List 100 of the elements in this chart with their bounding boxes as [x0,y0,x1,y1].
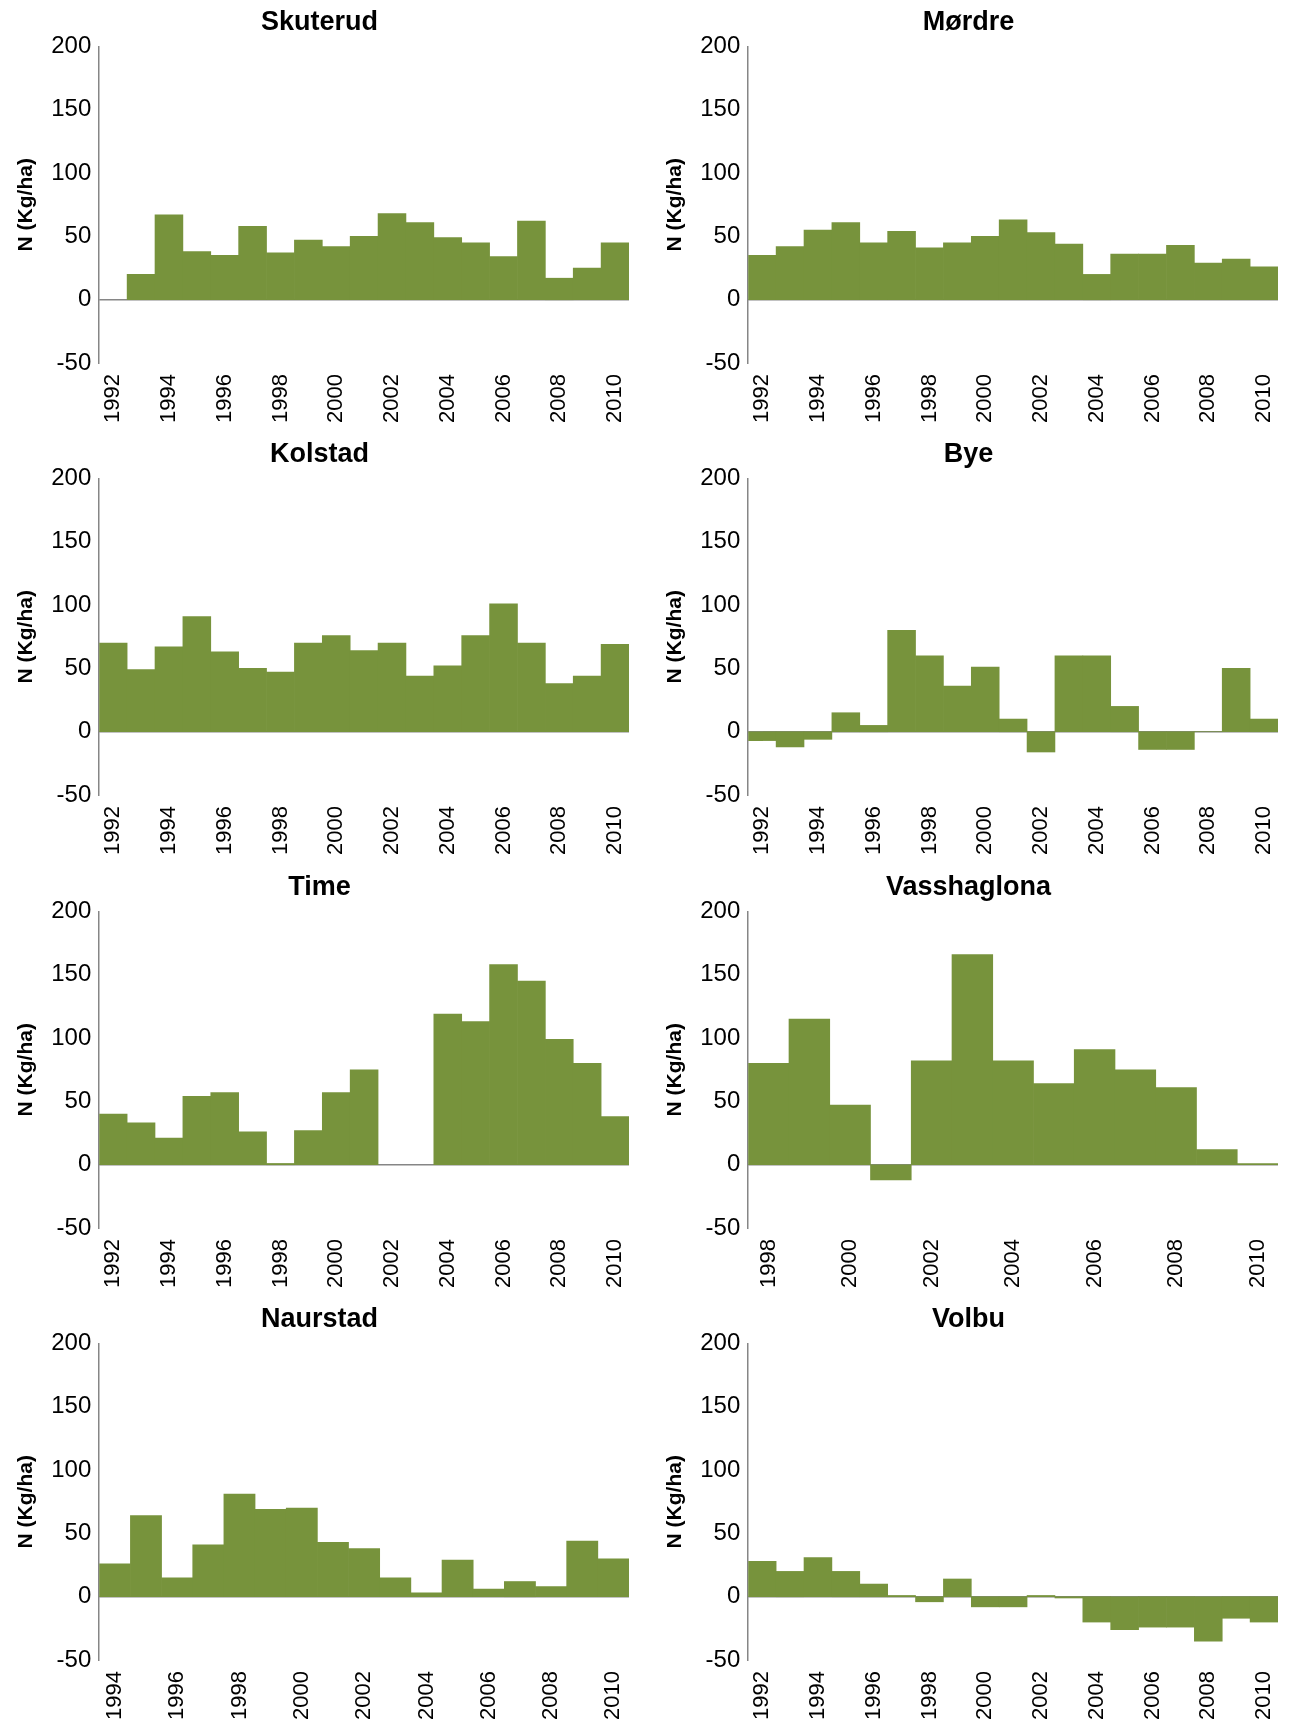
y-tick-label: 50 [713,653,741,681]
x-tick-label: 2008 [1194,806,1220,856]
x-tick-label: 1998 [915,1670,941,1720]
x-tick-label: 2004 [433,1238,459,1288]
x-tick-label: 1996 [210,374,236,424]
x-tick-label: 2010 [1243,1238,1269,1288]
x-tick-label: 2006 [489,806,515,856]
y-tick-label: 200 [51,31,92,59]
y-tick-label: 0 [726,716,741,744]
x-tick-label: 2002 [378,1238,404,1288]
x-tick-label: 2004 [433,806,459,856]
y-tick-label: 0 [726,284,741,312]
x-tick-label: 1992 [748,806,774,856]
x-tick-label: 1998 [266,806,292,856]
y-tick-label: 50 [64,653,92,681]
x-tick-label: 1994 [804,806,830,856]
x-tick-label: 2008 [545,806,571,856]
x-tick-label: 2002 [917,1238,943,1288]
y-tick-label: -50 [56,779,92,807]
x-tick-label: 2006 [474,1670,500,1720]
x-tick-label: 1994 [804,374,830,424]
y-tick-label: 200 [700,895,741,923]
x-tick-label: 1992 [99,1238,125,1288]
y-axis-title: N (Kg/ha) [13,1454,37,1549]
x-tick-label: 2006 [489,1238,515,1288]
y-tick-label: 100 [700,1022,741,1050]
x-tick-label: 1992 [748,1670,774,1720]
x-tick-label: 2010 [601,1238,627,1288]
x-tick-label: 2002 [378,374,404,424]
y-tick-label: 100 [700,589,741,617]
x-tick-label: 1992 [99,374,125,424]
x-tick-label: 1996 [210,806,236,856]
y-tick-label: -50 [56,347,92,375]
y-tick-label: 100 [700,157,741,185]
x-tick-label: 1994 [155,806,181,856]
x-tick-label: 2006 [489,374,515,424]
x-tick-label: 2010 [601,806,627,856]
y-tick-label: -50 [56,1644,92,1672]
x-tick-label: 1998 [225,1670,251,1720]
x-tick-label: 2010 [599,1670,625,1720]
y-tick-label: 0 [77,1581,92,1609]
x-tick-label: 2010 [601,374,627,424]
y-tick-label: 0 [77,1148,92,1176]
y-tick-label: -50 [705,347,741,375]
y-tick-label: 50 [64,1085,92,1113]
y-tick-label: 150 [51,958,92,986]
x-tick-label: 1996 [859,1670,885,1720]
y-tick-label: 0 [77,284,92,312]
x-tick-label: 2000 [971,806,997,856]
x-tick-label: 2000 [836,1238,862,1288]
chart-title: Time [288,870,351,901]
y-tick-label: 200 [51,1327,92,1355]
y-tick-label: 0 [77,716,92,744]
x-tick-label: 1998 [915,374,941,424]
y-tick-label: 150 [51,94,92,122]
y-tick-label: 150 [51,1391,92,1419]
x-tick-label: 2004 [433,374,459,424]
chart-title: Vasshaglona [885,870,1053,901]
x-tick-label: 2006 [1080,1238,1106,1288]
x-tick-label: 2004 [1082,374,1108,424]
x-tick-label: 2010 [1250,806,1276,856]
x-tick-label: 2004 [999,1238,1025,1288]
x-tick-label: 1998 [915,806,941,856]
y-tick-label: -50 [56,1212,92,1240]
y-tick-label: -50 [705,779,741,807]
x-tick-label: 2002 [1027,806,1053,856]
y-axis-title: N (Kg/ha) [662,158,686,252]
y-tick-label: 50 [713,1517,741,1545]
x-tick-label: 2002 [350,1670,376,1720]
x-tick-label: 2006 [1138,1670,1164,1720]
x-tick-label: 2008 [545,1238,571,1288]
x-tick-label: 2006 [1138,374,1164,424]
x-tick-label: 2010 [1250,1670,1276,1720]
x-tick-label: 1994 [804,1670,830,1720]
y-tick-label: 100 [51,1454,92,1482]
x-tick-label: 2004 [1082,1670,1108,1720]
chart-title: Naurstad [260,1302,379,1333]
y-tick-label: 50 [64,1517,92,1545]
x-tick-label: 2000 [287,1670,313,1720]
chart-title: Kolstad [269,437,370,468]
y-axis-title: N (Kg/ha) [662,590,686,684]
x-tick-label: 2000 [322,1238,348,1288]
chart-title: Skuterud [260,5,379,36]
x-tick-label: 1994 [100,1670,126,1720]
y-tick-label: 200 [700,1327,741,1355]
y-tick-label: 200 [51,895,92,923]
y-tick-label: 150 [700,526,741,554]
x-tick-label: 2008 [545,374,571,424]
y-tick-label: -50 [705,1212,741,1240]
x-tick-label: 2000 [322,806,348,856]
x-tick-label: 2010 [1250,374,1276,424]
x-tick-label: 1994 [155,1238,181,1288]
y-tick-label: 150 [700,958,741,986]
x-tick-label: 1992 [99,806,125,856]
x-tick-label: 1994 [155,374,181,424]
y-tick-label: 0 [726,1581,741,1609]
y-tick-label: 150 [700,1391,741,1419]
x-tick-label: 1996 [859,806,885,856]
y-axis-title: N (Kg/ha) [13,590,37,684]
y-tick-label: 200 [51,463,92,491]
